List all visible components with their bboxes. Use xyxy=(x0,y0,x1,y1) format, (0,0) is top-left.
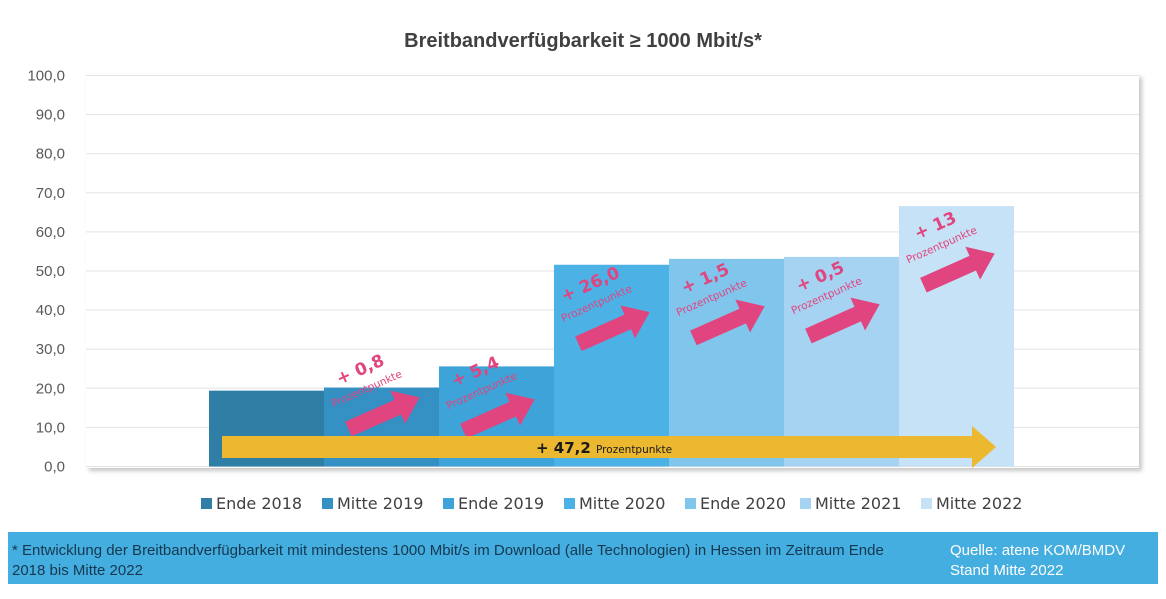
legend-label: Mitte 2019 xyxy=(337,494,423,513)
y-tick-label: 50,0 xyxy=(36,263,65,280)
growth-arrow xyxy=(805,297,880,344)
y-tick-label: 20,0 xyxy=(36,380,65,397)
growth-arrow xyxy=(460,392,535,439)
legend-label: Mitte 2020 xyxy=(579,494,665,513)
growth-arrow xyxy=(575,305,650,352)
bar xyxy=(669,258,784,467)
total-arrow xyxy=(222,426,996,468)
legend-label: Ende 2020 xyxy=(700,494,786,513)
legend-swatch xyxy=(201,498,212,509)
y-axis-ticks: 0,0 10,0 20,0 30,0 40,0 50,0 60,0 70,0 80,0 90,0 1… xyxy=(27,68,65,476)
bar xyxy=(784,256,899,467)
legend-label: Ende 2018 xyxy=(216,494,302,513)
legend: Ende 2018 Mitte 2019 Ende 2019 Mitte 2020 En… xyxy=(201,494,1022,513)
y-tick-label: 30,0 xyxy=(36,341,65,358)
legend-swatch xyxy=(921,498,932,509)
total-label: + 47,2 Prozentpunkte xyxy=(536,439,672,457)
chart-title: Breitbandverfügbarkeit ≥ 1000 Mbit/s* xyxy=(404,30,762,52)
legend-swatch xyxy=(443,498,454,509)
bar xyxy=(554,264,669,467)
stand-line: Stand Mitte 2022 xyxy=(950,562,1064,579)
y-tick-label: 0,0 xyxy=(44,459,65,476)
growth-arrow xyxy=(920,246,995,293)
y-tick-label: 100,0 xyxy=(27,68,65,85)
y-tick-label: 60,0 xyxy=(36,224,65,241)
legend-label: Mitte 2022 xyxy=(936,494,1022,513)
chart: Breitbandverfügbarkeit ≥ 1000 Mbit/s* 0,… xyxy=(27,30,1139,513)
growth-arrow xyxy=(345,390,420,437)
y-tick-label: 80,0 xyxy=(36,146,65,163)
y-tick-label: 40,0 xyxy=(36,302,65,319)
total-value: + 47,2 xyxy=(536,439,596,457)
footnote: * Entwicklung der Breitbandverfügbarkeit… xyxy=(12,542,884,579)
source-info: Quelle: atene KOM/BMDV Stand Mitte 2022 xyxy=(950,541,1125,581)
legend-label: Mitte 2021 xyxy=(815,494,901,513)
total-unit: Prozentpunkte xyxy=(596,444,672,456)
y-tick-label: 90,0 xyxy=(36,107,65,124)
footer-banner: * Entwicklung der Breitbandverfügbarkeit… xyxy=(8,532,1158,584)
legend-swatch xyxy=(685,498,696,509)
y-tick-label: 10,0 xyxy=(36,419,65,436)
bar xyxy=(899,206,1014,467)
y-tick-label: 70,0 xyxy=(36,185,65,202)
legend-swatch xyxy=(564,498,575,509)
growth-arrow xyxy=(690,299,765,346)
source-line: Quelle: atene KOM/BMDV xyxy=(950,542,1126,559)
legend-swatch xyxy=(800,498,811,509)
total-annotation: + 47,2 Prozentpunkte xyxy=(222,426,996,468)
legend-swatch xyxy=(322,498,333,509)
legend-label: Ende 2019 xyxy=(458,494,544,513)
